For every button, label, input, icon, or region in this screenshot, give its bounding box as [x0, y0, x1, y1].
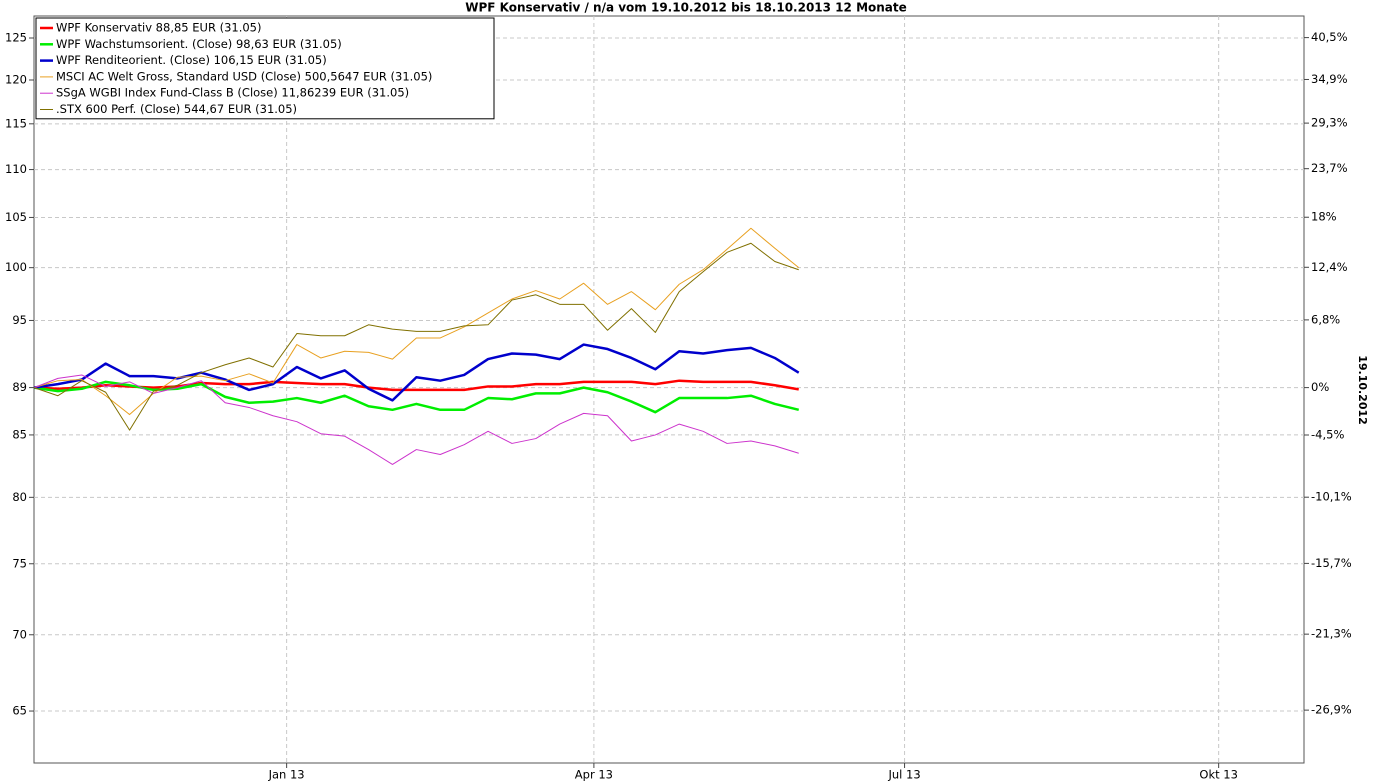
series-line [33, 242, 799, 431]
legend-box [35, 17, 495, 120]
y-tick-label: 80 [12, 490, 27, 504]
series-line [33, 379, 799, 392]
y2-tick-label: 29,3% [1311, 116, 1348, 130]
legend-label: .STX 600 Perf. (Close) 544,67 EUR (31.05… [56, 102, 297, 116]
y2-tick-label: 23,7% [1311, 161, 1348, 175]
series-line [33, 227, 800, 416]
y2-tick-label: -4,5% [1311, 427, 1344, 441]
legend-label: WPF Renditeorient. (Close) 106,15 EUR (3… [56, 53, 327, 67]
y-tick-label: 115 [5, 116, 27, 130]
y-tick-label: 75 [12, 556, 27, 570]
y2-tick-label: -26,9% [1311, 703, 1352, 717]
plot-area [33, 15, 1305, 764]
y2-tick-label: -21,3% [1311, 627, 1352, 641]
series-line [33, 374, 799, 465]
x-tick-label: Jan 13 [268, 768, 305, 781]
x-tick-label: Jul 13 [887, 768, 920, 781]
y-tick-label: 110 [5, 162, 27, 176]
y-tick-label: 89 [12, 380, 27, 394]
y-tick-label: 95 [12, 313, 27, 327]
chart-title: WPF Konservativ / n/a vom 19.10.2012 bis… [465, 1, 907, 15]
y2-tick-label: -10,1% [1311, 490, 1352, 504]
y2-tick-label: 40,5% [1311, 30, 1348, 44]
y-tick-label: 125 [5, 30, 27, 44]
legend-label: SSgA WGBI Index Fund-Class B (Close) 11,… [56, 86, 409, 100]
y2-tick-label: 18% [1311, 210, 1337, 224]
y2-tick-label: 12,4% [1311, 260, 1348, 274]
y-tick-label: 120 [5, 73, 27, 87]
legend-label: WPF Konservativ 88,85 EUR (31.05) [56, 21, 261, 35]
y2-tick-label: 34,9% [1311, 72, 1348, 86]
x-tick-label: Okt 13 [1199, 768, 1238, 781]
series-line [33, 343, 800, 402]
y-tick-label: 70 [12, 627, 27, 641]
legend-label: MSCI AC Welt Gross, Standard USD (Close)… [56, 69, 432, 83]
y2-tick-label: 6,8% [1311, 312, 1340, 326]
y-tick-label: 105 [5, 210, 27, 224]
y2-tick-label: -15,7% [1311, 556, 1352, 570]
y-tick-label: 85 [12, 427, 27, 441]
x-tick-label: Apr 13 [575, 768, 613, 781]
y2-tick-label: 0% [1311, 380, 1329, 394]
y-tick-label: 65 [12, 704, 27, 718]
legend-label: WPF Wachstumsorient. (Close) 98,63 EUR (… [56, 37, 342, 51]
y2-axis-label: 19.10.2012 [1356, 355, 1369, 425]
y-tick-label: 100 [5, 260, 27, 274]
